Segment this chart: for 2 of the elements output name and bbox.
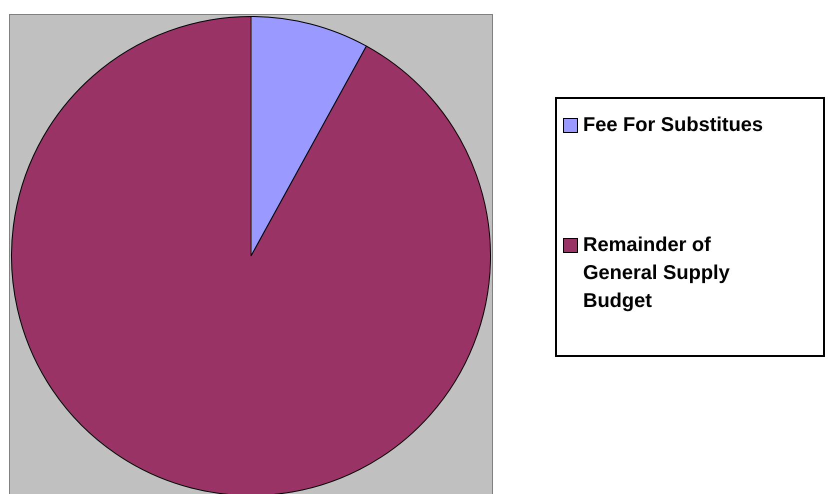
- legend-label: Fee For Substitues: [583, 113, 764, 138]
- legend-label: Remainder of General Supply Budget: [583, 233, 731, 314]
